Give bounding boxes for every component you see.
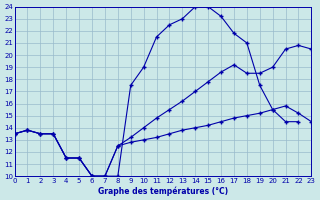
X-axis label: Graphe des températures (°C): Graphe des températures (°C) — [98, 186, 228, 196]
